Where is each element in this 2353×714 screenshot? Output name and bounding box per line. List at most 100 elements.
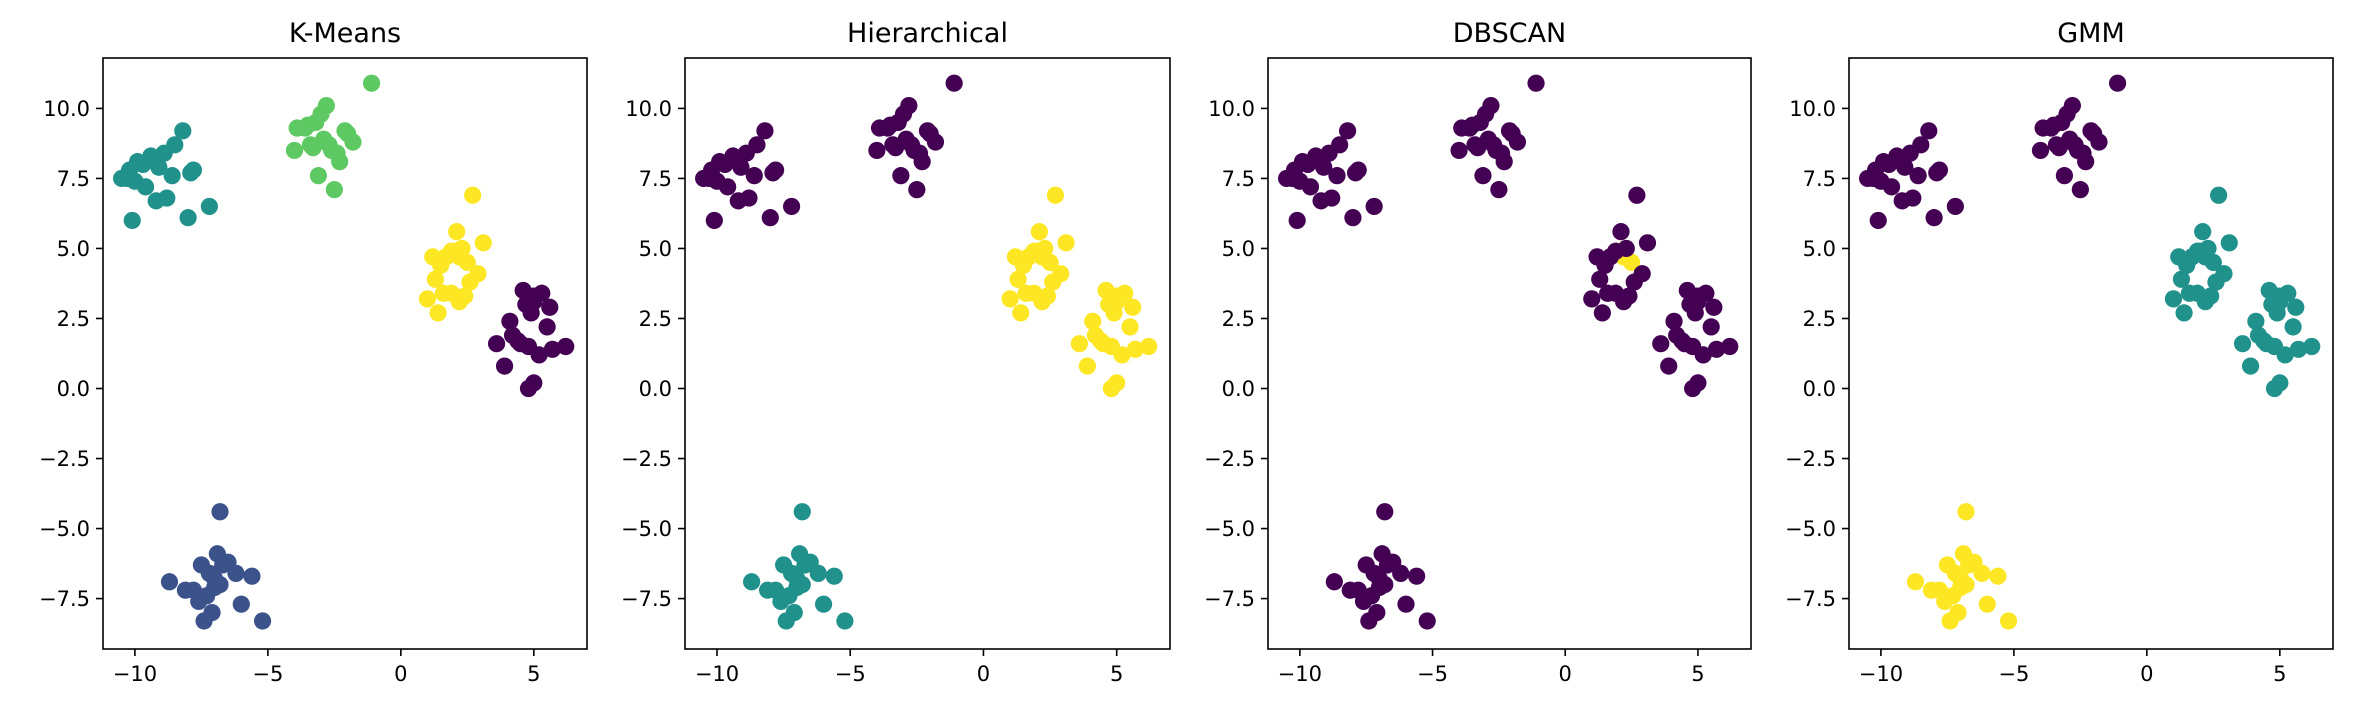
scatter-point [1721,338,1738,355]
y-tick-label: 0.0 [1222,377,1255,401]
scatter-point [310,167,327,184]
scatter-point [254,612,271,629]
scatter-point [746,167,763,184]
scatter-point [1490,181,1507,198]
scatter-point [161,573,178,590]
scatter-point [1419,612,1436,629]
scatter-point [432,257,449,274]
scatter-point [1379,556,1396,573]
scatter-point [1870,212,1887,229]
scatter-point [1957,503,1974,520]
scatter-point [1923,582,1940,599]
scatter-point [1071,335,1088,352]
chart-title: DBSCAN [1453,18,1567,49]
scatter-point [1979,596,1996,613]
scatter-point [895,105,912,122]
scatter-point [2032,142,2049,159]
scatter-point [2303,338,2320,355]
scatter-point [836,612,853,629]
scatter-point [796,556,813,573]
scatter-point [1326,573,1343,590]
scatter-point [794,503,811,520]
scatter-point [1660,358,1677,375]
scatter-point [1002,290,1019,307]
scatter-point [1703,318,1720,335]
scatter-point [2050,139,2067,156]
scatter-point [2221,234,2238,251]
y-tick-label: 0.0 [639,377,672,401]
scatter-point [815,596,832,613]
scatter-point [1347,164,1364,181]
scatter-point [1015,257,1032,274]
y-tick-label: −5.0 [621,517,672,541]
scatter-point [539,318,556,335]
scatter-point [331,153,348,170]
scatter-point [775,556,792,573]
scatter-point [520,380,537,397]
y-tick-label: 10.0 [43,97,90,121]
scatter-point [2234,335,2251,352]
scatter-point [206,579,223,596]
scatter-point [908,181,925,198]
scatter-point [1941,612,1958,629]
scatter-point [214,556,231,573]
scatter-point [946,75,963,92]
scatter-point [1095,335,1112,352]
scatter-point [2077,153,2094,170]
scatter-point [496,358,513,375]
scatter-point [1358,556,1375,573]
scatter-point [2210,187,2227,204]
scatter-point [419,290,436,307]
scatter-point [2109,75,2126,92]
scatter-point [1926,209,1943,226]
scatter-point [1912,136,1929,153]
scatter-point [719,178,736,195]
scatter-point [320,136,337,153]
scatter-point [1286,161,1303,178]
x-tick-label: 5 [1691,662,1704,686]
scatter-point [914,153,931,170]
scatter-point [2242,358,2259,375]
chart-title: K-Means [289,18,401,49]
scatter-point [464,187,481,204]
scatter-point [778,612,795,629]
scatter-point [1360,612,1377,629]
x-tick-label: 5 [2273,662,2286,686]
scatter-point [1620,287,1637,304]
scatter-point [1376,503,1393,520]
scatter-point [541,299,558,316]
y-tick-label: −2.5 [39,447,90,471]
scatter-point [2266,380,2283,397]
scatter-point [2181,285,2198,302]
scatter-point [1583,290,1600,307]
scatter-point [1628,187,1645,204]
y-tick-label: −7.5 [1204,587,1255,611]
scatter-point [180,209,197,226]
scatter-point [783,198,800,215]
y-tick-label: 2.5 [639,307,672,331]
scatter-point [1331,136,1348,153]
scatter-point [193,556,210,573]
scatter-point [164,167,181,184]
y-tick-label: 10.0 [1208,97,1255,121]
scatter-point [1103,380,1120,397]
y-tick-label: −2.5 [1204,447,1255,471]
scatter-point [868,142,885,159]
scatter-point [2194,223,2211,240]
scatter-point [743,573,760,590]
scatter-point [1684,380,1701,397]
scatter-point [1485,136,1502,153]
y-tick-label: 0.0 [1803,377,1836,401]
scatter-point [788,579,805,596]
scatter-point [887,139,904,156]
x-tick-label: −10 [695,662,739,686]
scatter-point [2258,335,2275,352]
x-tick-label: −5 [835,662,866,686]
scatter-point [1018,285,1035,302]
y-tick-label: −5.0 [1785,517,1836,541]
scatter-point [326,181,343,198]
scatter-point [456,287,473,304]
scatter-point [512,335,529,352]
scatter-point [2058,105,2075,122]
